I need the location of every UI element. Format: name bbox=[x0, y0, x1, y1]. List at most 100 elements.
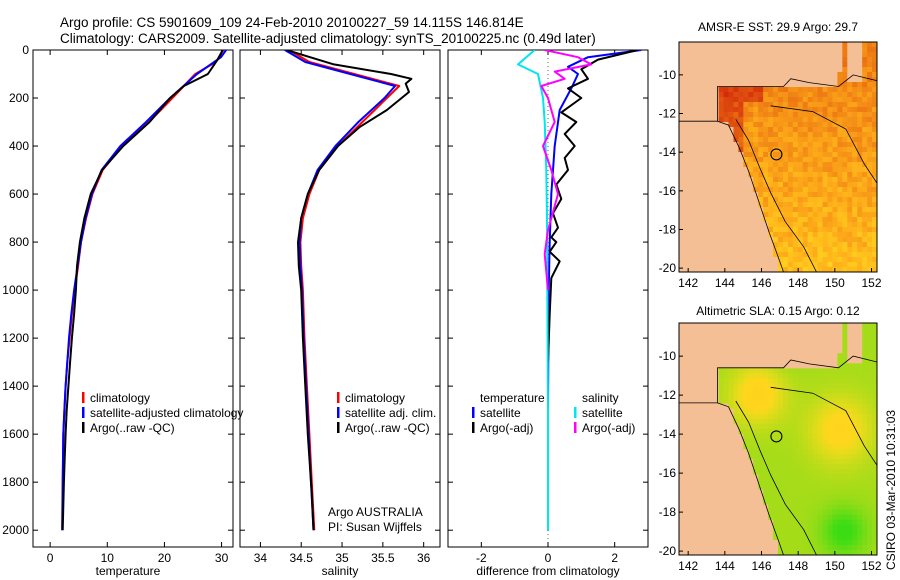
map-cell bbox=[802, 242, 809, 248]
map-cell bbox=[708, 464, 715, 470]
map-cell bbox=[812, 494, 818, 500]
map-cell bbox=[857, 393, 863, 400]
map-cell bbox=[787, 77, 794, 83]
map-cell bbox=[718, 474, 724, 480]
map-cell bbox=[683, 519, 690, 526]
map-cell bbox=[708, 157, 715, 163]
map-cell bbox=[817, 529, 823, 536]
map-cell bbox=[812, 328, 818, 334]
map-cell bbox=[723, 242, 729, 248]
map-cell bbox=[852, 192, 858, 198]
map-cell bbox=[847, 167, 853, 173]
map-cell bbox=[733, 484, 739, 490]
map-cell bbox=[832, 444, 838, 450]
map-cell bbox=[743, 368, 749, 374]
map-cell bbox=[867, 82, 873, 88]
map-cell bbox=[797, 97, 804, 103]
map-cell bbox=[693, 152, 700, 158]
map-cell bbox=[807, 222, 814, 228]
map-cell bbox=[872, 464, 877, 470]
map-cell bbox=[862, 152, 868, 158]
map-cell bbox=[753, 112, 759, 118]
map-cell bbox=[718, 247, 724, 253]
map-cell bbox=[733, 87, 739, 93]
map-cell bbox=[832, 242, 838, 248]
map-cell bbox=[792, 157, 799, 163]
map-cell bbox=[703, 368, 710, 374]
map-cell bbox=[753, 323, 759, 329]
map-x-tick-label: 144 bbox=[715, 276, 735, 290]
map-cell bbox=[773, 408, 779, 415]
map-cell bbox=[728, 147, 734, 153]
map-cell bbox=[857, 252, 863, 258]
map-cell bbox=[852, 252, 858, 258]
map-cell bbox=[738, 504, 744, 511]
map-cell bbox=[763, 42, 769, 48]
map-cell bbox=[688, 242, 695, 248]
map-cell bbox=[817, 348, 823, 354]
map-cell bbox=[797, 534, 804, 541]
map-cell bbox=[703, 363, 710, 369]
map-cell bbox=[733, 72, 739, 78]
map-cell bbox=[832, 529, 838, 536]
map-cell bbox=[792, 504, 799, 511]
map-cell bbox=[753, 207, 759, 213]
map-cell bbox=[683, 157, 690, 163]
map-cell bbox=[787, 182, 794, 188]
map-cell bbox=[768, 267, 774, 272]
map-cell bbox=[748, 469, 754, 475]
map-cell bbox=[688, 237, 695, 243]
map-cell bbox=[792, 383, 799, 389]
map-cell bbox=[708, 474, 715, 480]
map-cell bbox=[723, 202, 729, 208]
map-cell bbox=[872, 267, 877, 272]
map-cell bbox=[683, 449, 690, 455]
map-cell bbox=[723, 82, 729, 88]
map-cell bbox=[827, 323, 833, 329]
map-cell bbox=[743, 358, 749, 364]
map-cell bbox=[758, 257, 764, 263]
map-cell bbox=[778, 127, 784, 133]
map-cell bbox=[827, 52, 833, 58]
map-cell bbox=[812, 227, 818, 233]
map-cell bbox=[867, 323, 873, 329]
map-cell bbox=[827, 418, 833, 425]
map-cell bbox=[683, 439, 690, 445]
map-cell bbox=[758, 172, 764, 178]
map-cell bbox=[857, 242, 863, 248]
map-cell bbox=[748, 62, 754, 68]
map-cell bbox=[753, 423, 759, 430]
map-cell bbox=[842, 333, 848, 339]
map-cell bbox=[832, 363, 838, 369]
series-line-salinity-satellite bbox=[517, 50, 549, 531]
map-cell bbox=[703, 157, 710, 163]
map-cell bbox=[807, 428, 814, 435]
map-cell bbox=[867, 77, 873, 83]
map-cell bbox=[852, 247, 858, 253]
map-cell bbox=[728, 363, 734, 369]
map-cell bbox=[832, 489, 838, 495]
map-cell bbox=[718, 358, 724, 364]
map-cell bbox=[837, 333, 843, 339]
map-cell bbox=[867, 57, 873, 63]
map-cell bbox=[852, 132, 858, 138]
map-cell bbox=[792, 519, 799, 526]
map-cell bbox=[728, 484, 734, 490]
map-cell bbox=[842, 398, 848, 405]
map-cell bbox=[703, 67, 710, 73]
map-cell bbox=[857, 469, 863, 475]
map-cell bbox=[688, 549, 695, 555]
map-cell bbox=[802, 117, 809, 123]
map-cell bbox=[763, 57, 769, 63]
map-cell bbox=[743, 353, 749, 359]
map-cell bbox=[797, 408, 804, 415]
map-cell bbox=[753, 413, 759, 420]
map-cell bbox=[743, 459, 749, 465]
map-cell bbox=[817, 252, 823, 258]
map-cell bbox=[807, 338, 814, 344]
map-cell bbox=[827, 413, 833, 420]
map-cell bbox=[679, 197, 685, 203]
map-cell bbox=[758, 353, 764, 359]
map-cell bbox=[743, 529, 749, 536]
map-cell bbox=[693, 217, 700, 223]
